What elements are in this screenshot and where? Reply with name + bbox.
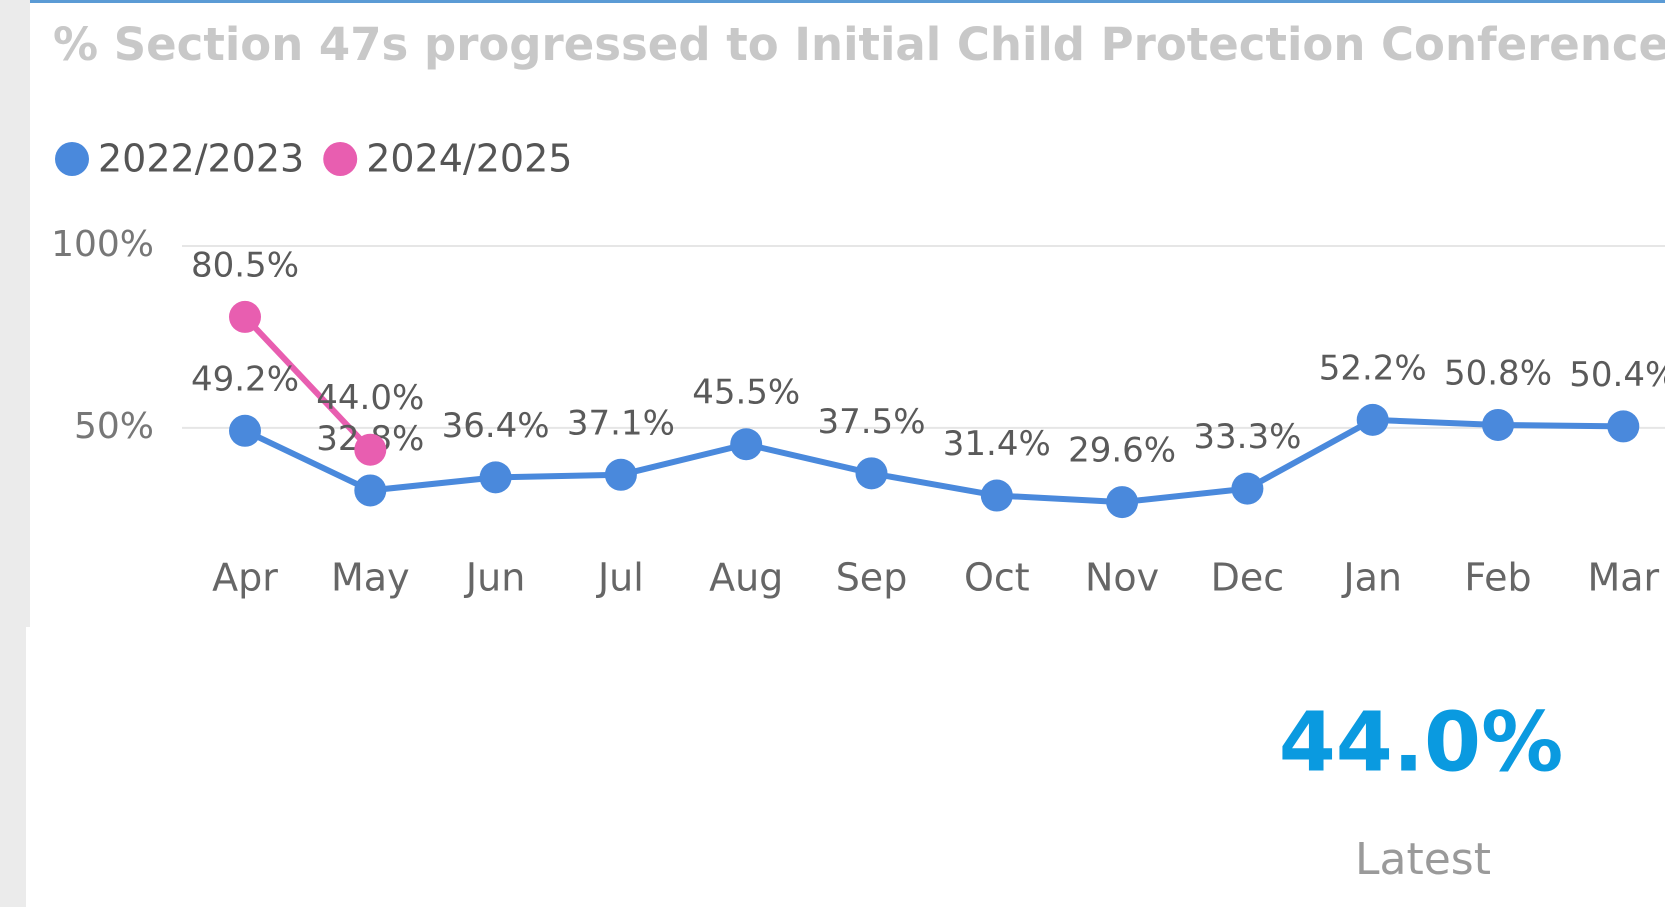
data-point	[229, 300, 261, 333]
data-label: 44.0%	[316, 378, 424, 418]
data-point	[604, 458, 637, 491]
data-point	[354, 433, 387, 466]
data-point	[730, 428, 763, 461]
top-border	[30, 0, 1665, 3]
legend-label: 2022/2023	[98, 137, 304, 181]
data-point	[1106, 486, 1139, 519]
kpi-card	[26, 627, 1665, 907]
data-point	[1482, 408, 1514, 441]
x-tick-label: Jan	[1341, 556, 1402, 600]
x-tick-label: Jul	[596, 556, 644, 600]
series-line	[242, 314, 373, 452]
data-point	[980, 479, 1013, 512]
data-point	[855, 457, 888, 490]
data-label: 33.3%	[1193, 417, 1301, 457]
legend-marker	[55, 142, 89, 176]
data-label: 29.6%	[1068, 431, 1176, 471]
data-label: 45.5%	[692, 373, 800, 413]
x-tick-label: Feb	[1464, 556, 1531, 600]
x-tick-label: Sep	[836, 556, 908, 600]
data-label: 80.5%	[191, 245, 299, 285]
series-line	[243, 416, 1624, 506]
y-tick-label: 100%	[51, 224, 154, 265]
y-tick-label: 50%	[74, 406, 154, 447]
data-label: 36.4%	[442, 406, 550, 446]
data-point	[479, 461, 512, 494]
data-label: 37.1%	[567, 403, 675, 443]
chart-card	[30, 0, 1665, 627]
data-point	[229, 414, 261, 447]
data-point	[354, 474, 387, 507]
x-tick-label: May	[331, 556, 410, 600]
x-tick-label: Dec	[1211, 556, 1285, 600]
kpi-label: Latest	[1355, 834, 1491, 885]
legend-label: 2024/2025	[366, 137, 572, 181]
x-tick-label: Nov	[1085, 556, 1159, 600]
data-label: 50.8%	[1444, 353, 1552, 393]
kpi-value: 44.0%	[1279, 695, 1563, 790]
x-tick-label: Oct	[964, 556, 1030, 600]
x-tick-label: Jun	[464, 556, 525, 600]
chart-title: % Section 47s progressed to Initial Chil…	[53, 18, 1665, 71]
data-point	[1607, 410, 1640, 443]
data-label: 50.4%	[1569, 355, 1665, 395]
data-point	[1356, 403, 1389, 436]
x-tick-label: Aug	[709, 556, 783, 600]
data-label: 37.5%	[817, 402, 925, 442]
data-point	[1231, 472, 1264, 505]
x-tick-label: Mar	[1587, 556, 1659, 600]
data-label: 49.2%	[191, 359, 299, 399]
x-tick-label: Apr	[212, 556, 278, 600]
data-label: 52.2%	[1319, 348, 1427, 388]
legend-marker	[323, 142, 358, 176]
data-label: 31.4%	[943, 424, 1051, 464]
